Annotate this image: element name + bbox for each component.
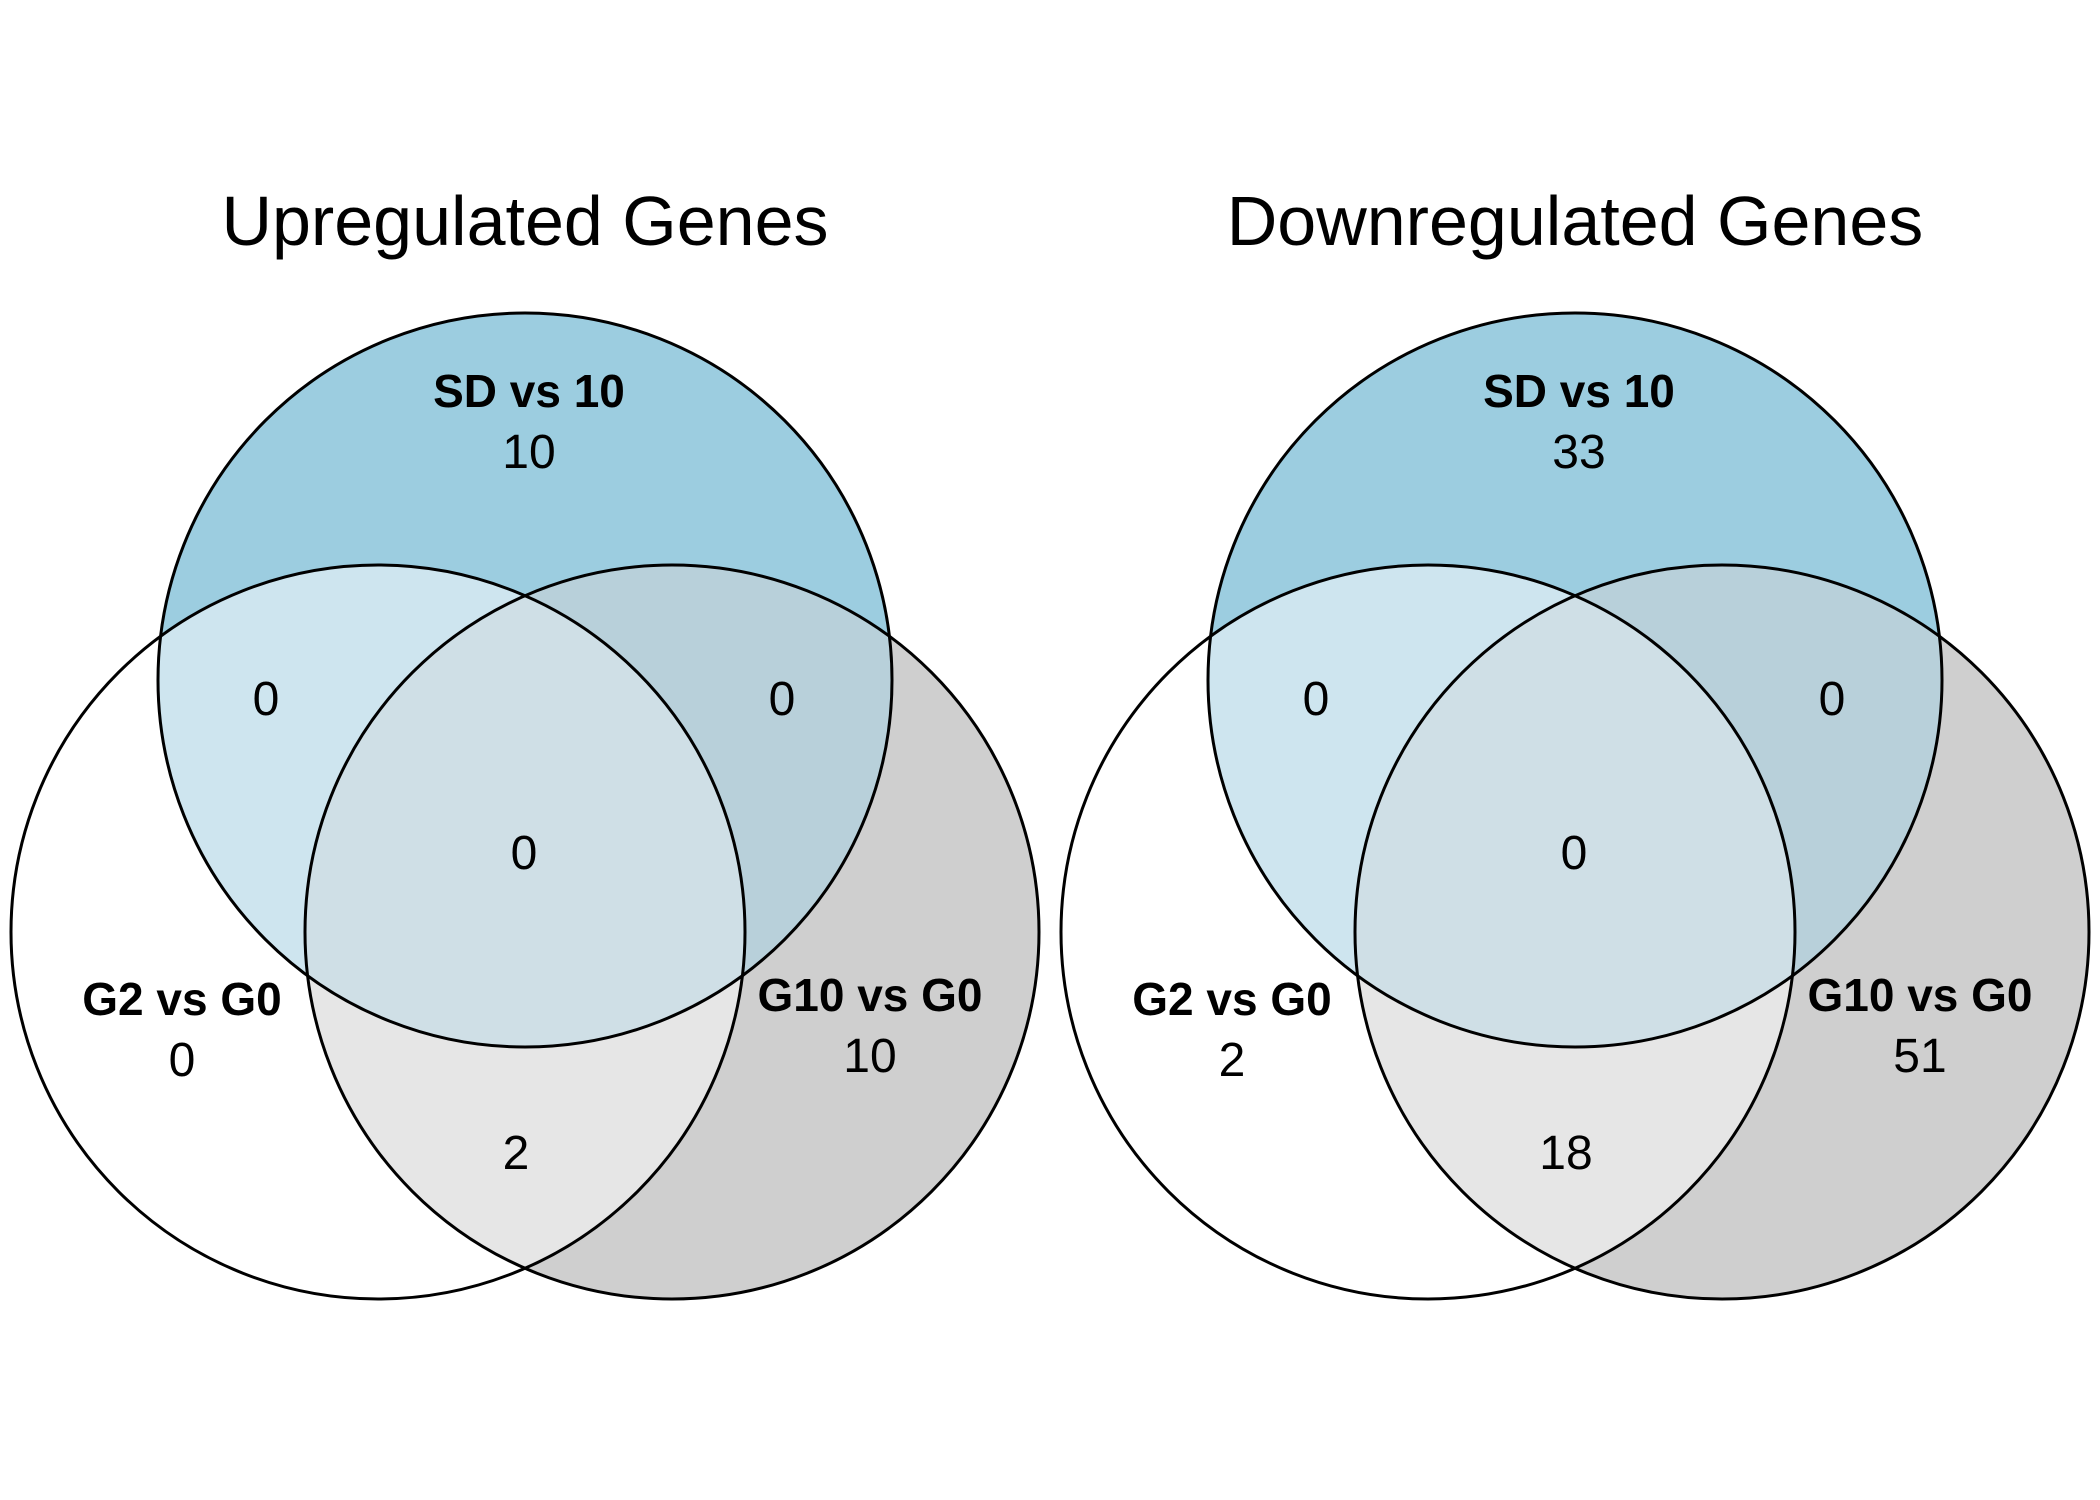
region-ab-count: 0: [253, 673, 280, 726]
set-b-outline: [1059, 563, 1797, 1301]
region-abc-fill: [305, 565, 745, 1047]
venn-upregulated: Upregulated Genes SD vs 10 10 G2 vs G0 0…: [9, 182, 1041, 1301]
diagram-title: Downregulated Genes: [1227, 182, 1924, 260]
set-b-count: 0: [169, 1034, 196, 1087]
set-a-outline: [156, 311, 894, 1049]
venn-outlines: [1059, 311, 2091, 1301]
set-a-count: 10: [502, 426, 555, 479]
region-ac-count: 0: [769, 673, 796, 726]
set-b-count: 2: [1219, 1034, 1246, 1087]
region-abc-count: 0: [1561, 827, 1588, 880]
region-bc-count: 18: [1539, 1127, 1592, 1180]
region-ac-count: 0: [1819, 673, 1846, 726]
region-abc-fill: [1355, 565, 1795, 1047]
region-abc-count: 0: [511, 827, 538, 880]
set-a-name: SD vs 10: [433, 365, 625, 417]
venn-fills: [1061, 313, 2089, 1299]
set-b-name: G2 vs G0: [1132, 973, 1331, 1025]
venn-fills: [11, 313, 1039, 1299]
set-a-name: SD vs 10: [1483, 365, 1675, 417]
set-b-name: G2 vs G0: [82, 973, 281, 1025]
set-c-count: 51: [1893, 1030, 1946, 1083]
diagram-title: Upregulated Genes: [221, 182, 828, 260]
set-a-outline: [1206, 311, 1944, 1049]
set-c-outline: [303, 563, 1041, 1301]
set-b-outline: [9, 563, 747, 1301]
set-c-name: G10 vs G0: [1807, 969, 2032, 1021]
venn-outlines: [9, 311, 1041, 1301]
region-ab-count: 0: [1303, 673, 1330, 726]
venn-downregulated: Downregulated Genes SD vs 10 33 G2 vs G0…: [1059, 182, 2091, 1301]
region-bc-count: 2: [503, 1127, 530, 1180]
set-c-count: 10: [843, 1030, 896, 1083]
set-c-name: G10 vs G0: [757, 969, 982, 1021]
set-a-count: 33: [1552, 426, 1605, 479]
set-c-outline: [1353, 563, 2091, 1301]
